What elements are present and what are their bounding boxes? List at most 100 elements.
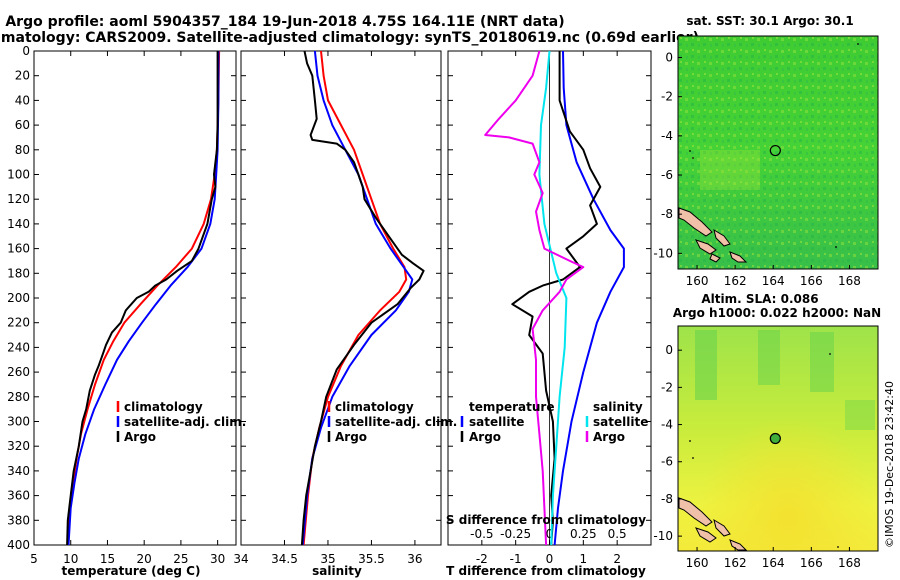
temperature-xlabel: temperature (deg C) (62, 564, 201, 578)
legend-label-satellite: satellite-adj. clim. (335, 415, 457, 429)
y-tick-label: 20 (15, 69, 30, 83)
sst-map: 160 162 164 166 168 0 -2 -4 -6 -8 -10 (653, 35, 879, 288)
legend-label-argo: Argo (335, 430, 367, 444)
legend-label-argo: Argo (124, 430, 156, 444)
sst-map-title: sat. SST: 30.1 Argo: 30.1 (686, 14, 853, 28)
y-tick-label: 280 (7, 390, 30, 404)
solomon-islands-land (695, 239, 717, 255)
map-y-tick-label: -4 (661, 129, 673, 143)
legend-label-temp-argo: Argo (469, 430, 501, 444)
y-tick-label: 340 (7, 464, 30, 478)
y-tick-label: 0 (22, 44, 30, 58)
x-tick-label: 36 (407, 552, 422, 566)
solomon-islands-land (695, 527, 717, 543)
map-x-tick-label: 162 (724, 556, 747, 570)
sla-map-title: Altim. SLA: 0.086 (701, 292, 818, 306)
solomon-islands-land (713, 518, 731, 537)
map-y-tick-label: -4 (661, 418, 673, 432)
series-line-satellite-adj-clim- (301, 50, 414, 546)
map-y-tick-label: -8 (661, 207, 673, 221)
small-island (689, 440, 691, 442)
x-tick-label: 2 (613, 552, 621, 566)
sla-map: 160 162 164 166 168 0 -2 -4 -6 -8 -10 (653, 325, 879, 570)
legend-label-sal-satellite: satellite (593, 415, 648, 429)
map-x-tick-label: 166 (800, 556, 823, 570)
argo-float-marker (769, 144, 781, 157)
map-x-tick-label: 168 (838, 274, 861, 288)
y-tick-label: 80 (15, 143, 30, 157)
solomon-islands-land (678, 497, 713, 527)
y-tick-label: 180 (7, 266, 30, 280)
x-tick-label: 34.5 (271, 552, 298, 566)
s-tick-label: 0.5 (608, 527, 627, 541)
x-tick-label: 35.5 (358, 552, 385, 566)
y-tick-label: 100 (7, 168, 30, 182)
solomon-islands-land (678, 207, 713, 237)
x-tick-label: 34 (233, 552, 248, 566)
small-island (835, 246, 837, 248)
series-line-salinity-satellite (538, 50, 568, 546)
map-y-tick-label: -8 (661, 492, 673, 506)
x-tick-label: 5 (30, 552, 38, 566)
series-line-temperature-argo (511, 51, 602, 546)
x-tick-label: 1 (580, 552, 588, 566)
map-x-tick-label: 166 (800, 274, 823, 288)
map-x-tick-label: 160 (686, 556, 709, 570)
series-line-satellite-adj-clim- (67, 51, 220, 546)
small-island (692, 457, 694, 459)
y-tick-label: 380 (7, 513, 30, 527)
x-tick-label: 15 (100, 552, 115, 566)
solomon-islands-land (729, 251, 748, 263)
sla-cool-band (845, 400, 875, 430)
y-tick-label: 320 (7, 439, 30, 453)
map-y-tick-label: -6 (661, 455, 673, 469)
map-x-tick-label: 164 (762, 556, 785, 570)
x-tick-label: 0 (546, 552, 554, 566)
small-island (692, 157, 694, 159)
salinity-panel: 34 34.5 35 35.5 36 (233, 50, 442, 566)
series-line-temperature-satellite (553, 50, 625, 546)
salinity-xlabel: salinity (312, 564, 362, 578)
x-tick-label: 25 (173, 552, 188, 566)
plot-frame (240, 50, 442, 546)
sla-cool-band (695, 330, 717, 400)
x-tick-label: 30 (210, 552, 225, 566)
s-tick-label: 0.25 (570, 527, 597, 541)
series-line-salinity-argo (484, 50, 585, 546)
x-tick-label: -1 (510, 552, 522, 566)
x-tick-label: -2 (476, 552, 488, 566)
difference-legend: temperature satellite Argo salinity sate… (446, 400, 648, 527)
s-tick-label: -0.25 (500, 527, 531, 541)
sla-cool-band (758, 330, 780, 385)
small-island (689, 150, 691, 152)
plot-frame (33, 50, 237, 546)
difference-top-axis-label: S difference from climatology (446, 513, 646, 527)
map-x-tick-label: 164 (762, 274, 785, 288)
map-y-tick-label: 0 (665, 343, 673, 357)
temperature-panel: 0 20 40 60 80 100 120 140 160 180 200 220 240 260 280 3… (7, 44, 237, 566)
legend-label-temp-satellite: satellite (469, 415, 524, 429)
map-y-tick-label: -6 (661, 168, 673, 182)
difference-xlabel: T difference from climatology (446, 564, 646, 578)
solomon-islands-land (729, 539, 748, 551)
series-line-argo (66, 51, 219, 546)
y-tick-label: 300 (7, 415, 30, 429)
legend-title-temperature: temperature (469, 400, 554, 414)
y-tick-label: 140 (7, 217, 30, 231)
map-y-tick-label: -2 (661, 380, 673, 394)
y-tick-label: 400 (7, 538, 30, 552)
map-y-tick-label: -10 (653, 246, 673, 260)
legend-label-climatology: climatology (124, 400, 203, 414)
y-tick-label: 220 (7, 316, 30, 330)
y-tick-label: 200 (7, 291, 30, 305)
x-tick-label: 35 (320, 552, 335, 566)
legend-label-sal-argo: Argo (593, 430, 625, 444)
y-tick-label: 40 (15, 93, 30, 107)
sla-cool-band (810, 332, 834, 392)
legend-label-satellite: satellite-adj. clim. (124, 415, 246, 429)
small-island (829, 353, 831, 355)
sst-warm-patch (700, 150, 760, 190)
x-tick-label: 10 (63, 552, 78, 566)
map-x-tick-label: 160 (686, 274, 709, 288)
